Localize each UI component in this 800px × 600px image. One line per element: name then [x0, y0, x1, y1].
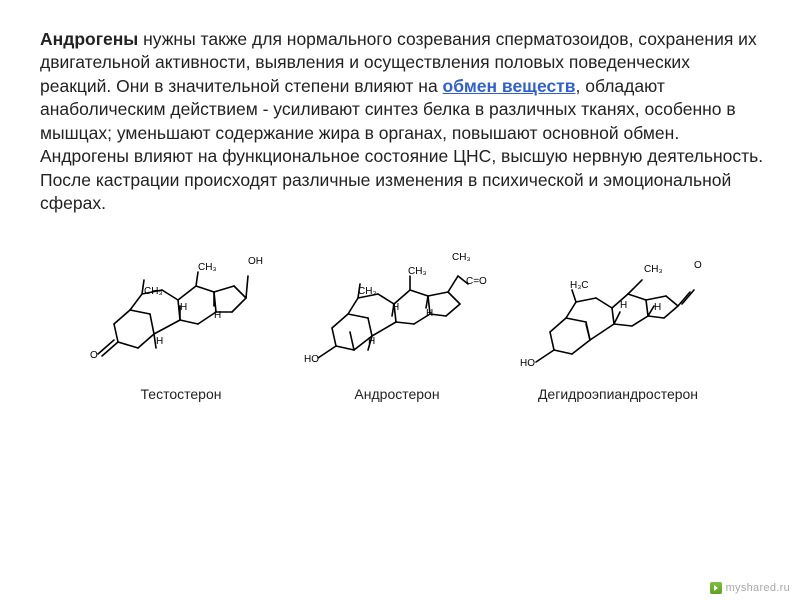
svg-text:H: H: [426, 308, 433, 319]
svg-text:H₃C: H₃C: [570, 280, 589, 291]
svg-text:H: H: [368, 336, 375, 347]
molecule-diagram-row: OHCH₃CH₃HHHO Тестостерон CH₃C=OCH₃CH₃HHH…: [40, 250, 764, 402]
watermark-text: myshared.ru: [726, 582, 790, 594]
svg-text:HO: HO: [304, 354, 319, 365]
svg-text:CH₃: CH₃: [358, 286, 377, 297]
molecule-androsterone: CH₃ C=O CH₃ CH₃ H H H HO Андростерон: [302, 250, 492, 402]
svg-text:H: H: [180, 302, 187, 313]
svg-text:CH₃: CH₃: [644, 264, 663, 275]
androsterone-structure: CH₃ C=O CH₃ CH₃ H H H HO: [302, 250, 492, 380]
dhea-structure: O CH₃ H₃C H H HO: [518, 250, 718, 380]
svg-text:O: O: [694, 260, 702, 271]
svg-text:CH₃: CH₃: [452, 252, 471, 263]
svg-text:HO: HO: [520, 358, 535, 369]
svg-text:CH₃: CH₃: [144, 286, 163, 297]
svg-text:H: H: [620, 300, 627, 311]
svg-text:CH₃: CH₃: [408, 266, 427, 277]
main-paragraph: Андрогены нужны также для нормального со…: [40, 28, 764, 216]
svg-text:H: H: [156, 336, 163, 347]
para-after-link: , обладают анаболическим действием - уси…: [40, 76, 763, 213]
molecule-testosterone: OH CH₃ CH₃ H H H O Тестостерон: [86, 250, 276, 402]
molecule-dhea: O CH₃ H₃C H H HO Дегидроэпиандростерон: [518, 250, 718, 402]
svg-text:O: O: [90, 350, 98, 361]
slide-content: Андрогены нужны также для нормального со…: [0, 0, 800, 414]
watermark: myshared.ru: [710, 582, 790, 594]
testosterone-label: Тестостерон: [141, 386, 222, 402]
term-androgens: Андрогены: [40, 29, 138, 49]
svg-text:C=O: C=O: [466, 276, 487, 287]
svg-text:OH: OH: [248, 256, 263, 267]
play-icon: [710, 582, 722, 594]
svg-text:H: H: [654, 302, 661, 313]
svg-text:H: H: [214, 310, 221, 321]
metabolism-link[interactable]: обмен веществ: [443, 76, 576, 96]
svg-text:H: H: [392, 302, 399, 313]
testosterone-structure: OH CH₃ CH₃ H H H O: [86, 250, 276, 380]
androsterone-label: Андростерон: [354, 386, 439, 402]
dhea-label: Дегидроэпиандростерон: [538, 386, 698, 402]
svg-text:CH₃: CH₃: [198, 262, 217, 273]
